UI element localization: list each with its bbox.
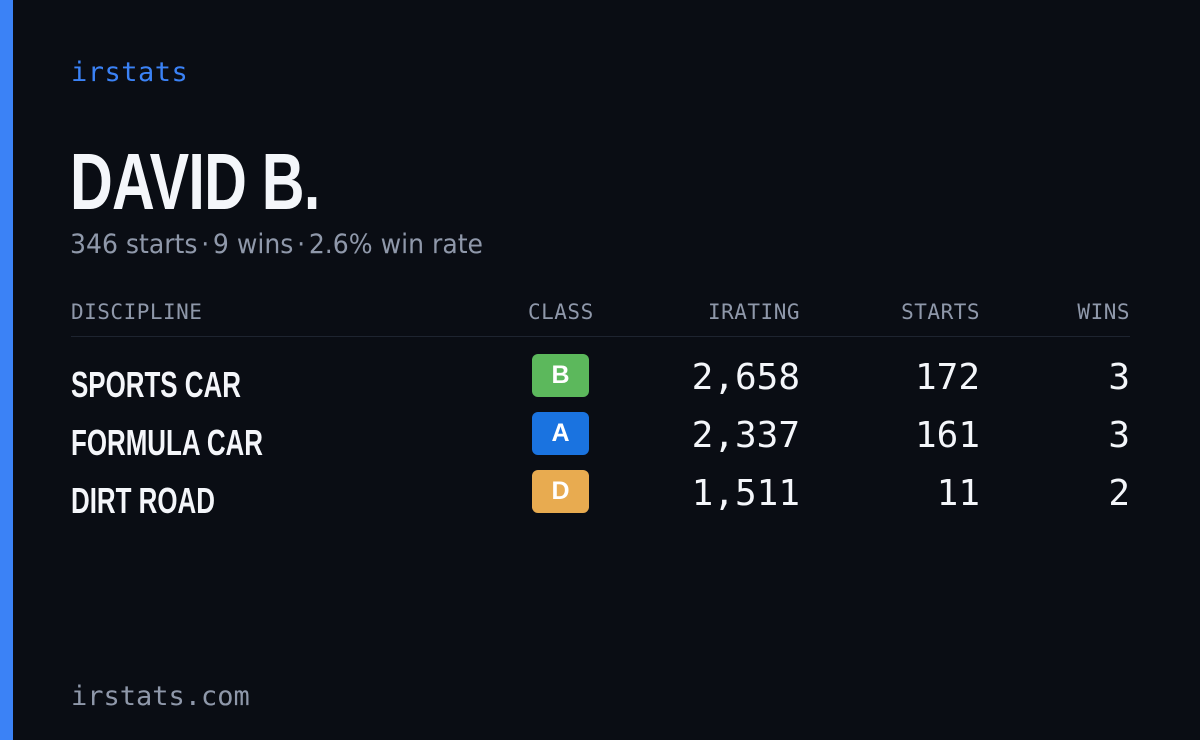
class-badge: D [532,470,589,513]
wins-summary: 9 wins [212,229,294,260]
header-starts: STARTS [901,300,980,324]
class-badge: A [532,412,589,455]
discipline-name: DIRT ROAD [71,480,215,521]
brand-logo: irstats [71,57,189,88]
win-rate-summary: 2.6% win rate [308,229,484,260]
table-body: SPORTS CAR B 2,658 172 3 FORMULA CAR A 2… [71,354,1130,528]
header-irating: IRATING [707,300,800,324]
footer-url: irstats.com [71,681,250,712]
wins-value: 3 [1108,415,1130,456]
starts-value: 161 [914,415,980,456]
wins-value: 3 [1108,357,1130,398]
player-summary: 346 starts · 9 wins · 2.6% win rate [70,228,483,262]
starts-summary: 346 starts [70,229,198,260]
header-class: CLASS [528,300,594,324]
discipline-name: SPORTS CAR [71,364,241,405]
accent-bar [0,0,13,740]
table-row: FORMULA CAR A 2,337 161 3 [71,412,1130,470]
irating-value: 2,337 [691,415,800,456]
header-wins: WINS [1077,300,1130,324]
separator: · [297,229,306,260]
discipline-name: FORMULA CAR [71,422,263,463]
stats-table: DISCIPLINE CLASS IRATING STARTS WINS SPO… [71,296,1130,521]
player-name: DAVID B. [70,137,320,226]
separator: · [201,229,210,260]
wins-value: 2 [1108,473,1130,514]
irating-value: 1,511 [691,473,800,514]
header-discipline: DISCIPLINE [71,300,203,324]
starts-value: 11 [936,473,980,514]
table-header: DISCIPLINE CLASS IRATING STARTS WINS [71,296,1130,337]
table-row: DIRT ROAD D 1,511 11 2 [71,470,1130,528]
starts-value: 172 [914,357,980,398]
table-row: SPORTS CAR B 2,658 172 3 [71,354,1130,412]
irating-value: 2,658 [691,357,800,398]
class-badge: B [532,354,589,397]
